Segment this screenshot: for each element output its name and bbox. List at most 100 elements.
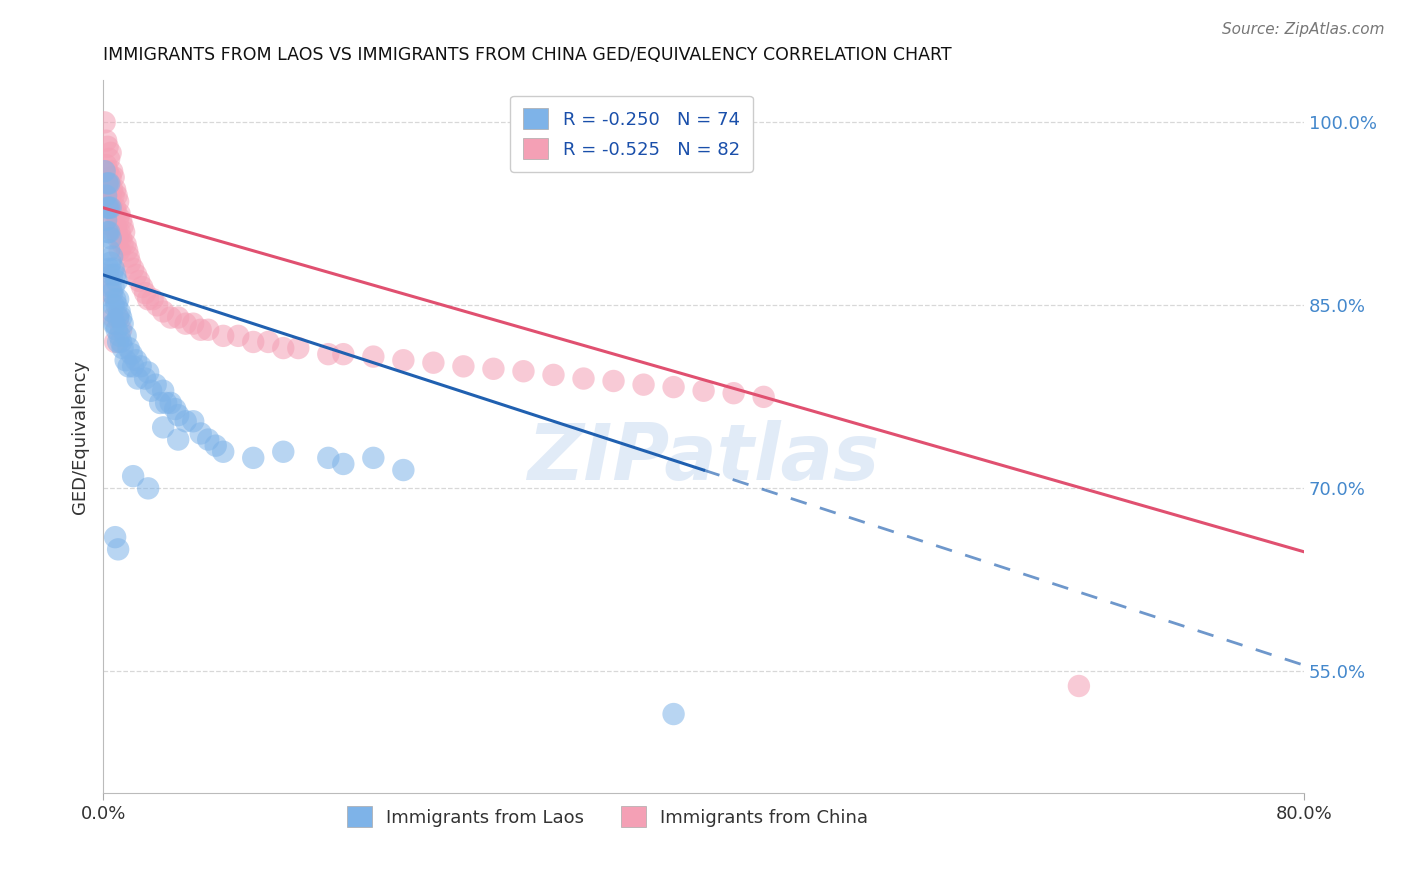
Point	[122, 261, 145, 276]
Point	[108, 329, 131, 343]
Point	[204, 439, 226, 453]
Point	[105, 274, 128, 288]
Point	[98, 225, 121, 239]
Point	[104, 268, 127, 282]
Point	[101, 182, 124, 196]
Point	[134, 286, 156, 301]
Point	[100, 286, 122, 301]
Point	[145, 377, 167, 392]
Point	[107, 231, 129, 245]
Point	[142, 292, 165, 306]
Point	[146, 298, 169, 312]
Point	[602, 374, 624, 388]
Point	[103, 310, 125, 325]
Point	[271, 341, 294, 355]
Point	[167, 408, 190, 422]
Point	[752, 390, 775, 404]
Point	[108, 304, 131, 318]
Point	[190, 426, 212, 441]
Point	[103, 298, 125, 312]
Point	[120, 255, 142, 269]
Point	[134, 371, 156, 385]
Point	[104, 530, 127, 544]
Point	[392, 353, 415, 368]
Point	[110, 213, 132, 227]
Point	[118, 359, 141, 374]
Point	[114, 329, 136, 343]
Point	[98, 201, 121, 215]
Point	[318, 450, 340, 465]
Point	[122, 359, 145, 374]
Point	[136, 481, 159, 495]
Point	[111, 237, 134, 252]
Point	[105, 323, 128, 337]
Point	[181, 414, 204, 428]
Point	[104, 317, 127, 331]
Point	[723, 386, 745, 401]
Point	[94, 213, 117, 227]
Point	[94, 188, 117, 202]
Point	[136, 366, 159, 380]
Point	[98, 177, 121, 191]
Point	[159, 310, 181, 325]
Point	[100, 280, 122, 294]
Point	[93, 164, 115, 178]
Point	[165, 402, 187, 417]
Point	[111, 341, 134, 355]
Point	[181, 317, 204, 331]
Point	[110, 310, 132, 325]
Point	[103, 207, 125, 221]
Point	[111, 317, 134, 331]
Point	[101, 219, 124, 233]
Point	[121, 347, 143, 361]
Point	[190, 323, 212, 337]
Point	[572, 371, 595, 385]
Point	[101, 164, 124, 178]
Point	[98, 152, 121, 166]
Point	[104, 201, 127, 215]
Point	[103, 225, 125, 239]
Point	[107, 334, 129, 349]
Point	[242, 450, 264, 465]
Point	[155, 396, 177, 410]
Point	[125, 268, 148, 282]
Point	[108, 207, 131, 221]
Point	[101, 304, 124, 318]
Point	[226, 329, 249, 343]
Point	[101, 286, 124, 301]
Y-axis label: GED/Equivalency: GED/Equivalency	[72, 359, 89, 514]
Point	[662, 380, 685, 394]
Point	[1067, 679, 1090, 693]
Point	[152, 384, 174, 398]
Text: ZIPatlas: ZIPatlas	[527, 420, 880, 496]
Point	[692, 384, 714, 398]
Point	[105, 225, 128, 239]
Point	[128, 274, 150, 288]
Point	[100, 201, 122, 215]
Point	[104, 334, 127, 349]
Point	[271, 444, 294, 458]
Point	[105, 188, 128, 202]
Point	[662, 707, 685, 722]
Point	[110, 334, 132, 349]
Point	[107, 292, 129, 306]
Point	[332, 347, 354, 361]
Point	[167, 310, 190, 325]
Point	[482, 361, 505, 376]
Point	[363, 450, 385, 465]
Point	[97, 188, 120, 202]
Point	[110, 231, 132, 245]
Point	[98, 261, 121, 276]
Point	[100, 145, 122, 160]
Point	[122, 469, 145, 483]
Point	[100, 231, 122, 245]
Point	[287, 341, 309, 355]
Point	[114, 237, 136, 252]
Point	[101, 201, 124, 215]
Point	[103, 280, 125, 294]
Point	[103, 261, 125, 276]
Point	[129, 359, 152, 374]
Point	[512, 364, 534, 378]
Point	[97, 201, 120, 215]
Point	[152, 420, 174, 434]
